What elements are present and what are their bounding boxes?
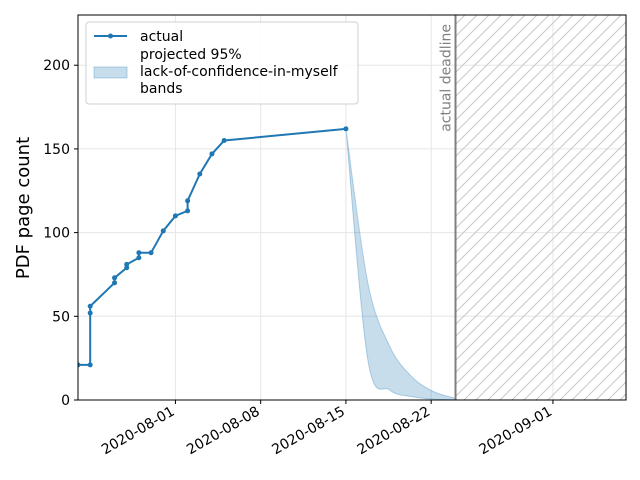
legend-band-label-line: lack-of-confidence-in-myself bbox=[140, 64, 339, 80]
legend-frame bbox=[85, 21, 359, 105]
legend: actual projected 95% lack-of-confidence-i… bbox=[85, 21, 359, 105]
y-tick-label: 0 bbox=[61, 393, 70, 409]
actual-point bbox=[78, 362, 81, 368]
actual-point bbox=[221, 138, 227, 144]
x-tick-label: 2020-08-15 bbox=[269, 404, 347, 459]
y-tick-label: 150 bbox=[43, 142, 70, 158]
y-tick-label: 200 bbox=[43, 58, 70, 74]
actual-point bbox=[87, 303, 93, 309]
x-tick-label: 2020-09-01 bbox=[476, 404, 554, 459]
actual-point bbox=[197, 171, 203, 177]
actual-point bbox=[148, 250, 154, 256]
actual-point bbox=[87, 362, 93, 368]
legend-band-label: projected 95% lack-of-confidence-in-mysel… bbox=[140, 47, 339, 97]
actual-point bbox=[185, 198, 191, 204]
deadline-label: actual deadline bbox=[439, 24, 455, 132]
y-tick-label: 50 bbox=[52, 309, 70, 325]
actual-point bbox=[87, 310, 93, 316]
actual-point bbox=[112, 275, 118, 281]
actual-point bbox=[209, 151, 215, 157]
actual-point bbox=[124, 261, 130, 267]
actual-point bbox=[160, 228, 166, 234]
legend-actual-marker bbox=[108, 33, 113, 39]
actual-point bbox=[136, 255, 142, 261]
actual-point bbox=[343, 126, 349, 132]
post-deadline-hatch bbox=[455, 15, 626, 400]
legend-band-label-line: projected 95% bbox=[140, 47, 242, 63]
y-tick-label: 100 bbox=[43, 226, 70, 242]
actual-point bbox=[136, 250, 142, 256]
x-tick-label: 2020-08-01 bbox=[99, 404, 177, 459]
actual-point bbox=[172, 213, 178, 219]
y-axis-title: PDF page count bbox=[13, 137, 34, 279]
actual-point bbox=[112, 280, 118, 286]
plot-frame bbox=[77, 14, 627, 401]
x-tick-label: 2020-08-22 bbox=[355, 404, 433, 459]
legend-actual-label: actual bbox=[140, 29, 183, 45]
x-tick-label: 2020-08-08 bbox=[184, 404, 262, 459]
legend-band-label-line: bands bbox=[140, 81, 183, 97]
actual-point bbox=[185, 208, 191, 214]
legend-band-swatch bbox=[93, 66, 128, 79]
